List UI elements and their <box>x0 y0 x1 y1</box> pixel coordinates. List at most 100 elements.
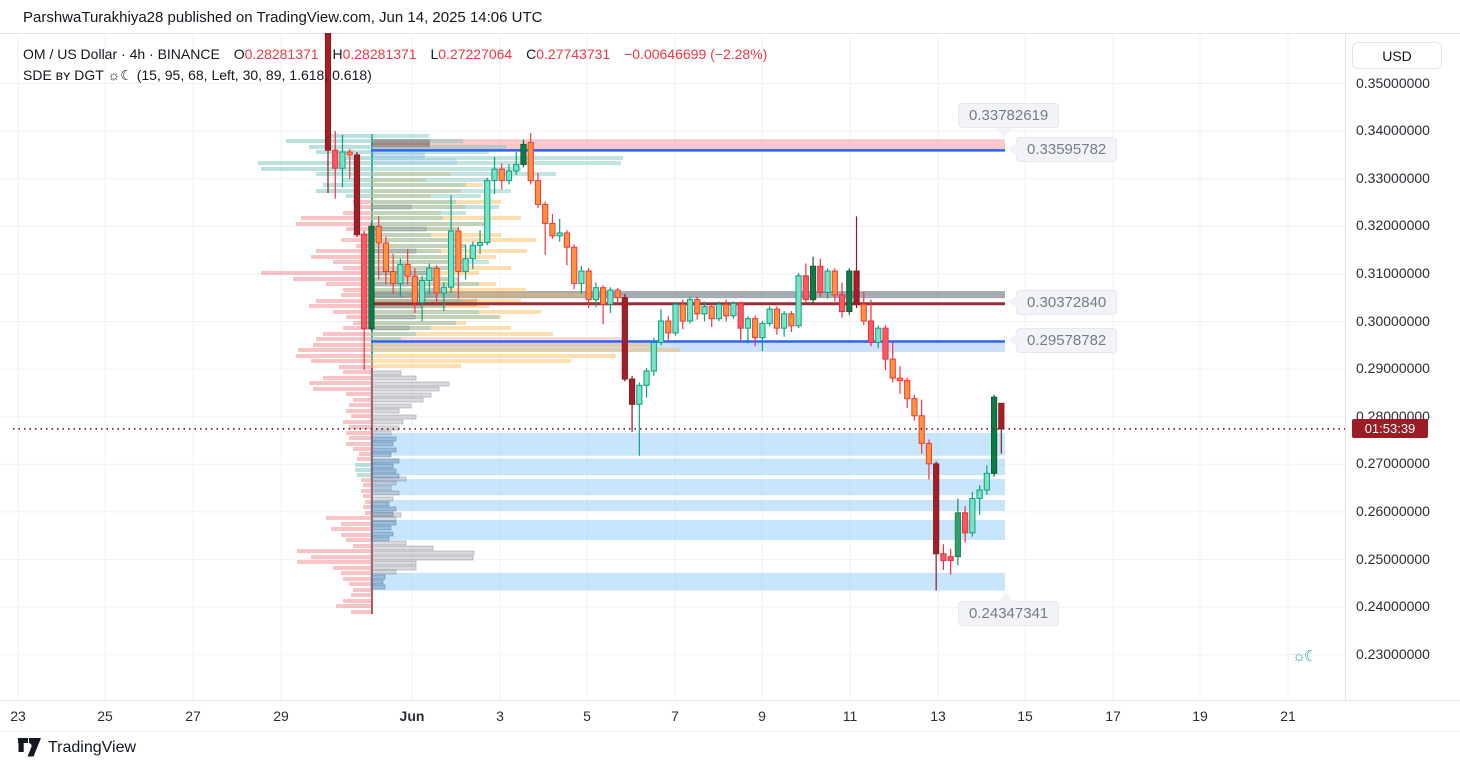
candle-body <box>455 230 462 273</box>
candle-body <box>404 263 411 277</box>
volume-bar-gray <box>370 425 400 431</box>
tradingview-logo[interactable]: TradingView <box>18 738 136 757</box>
volume-bar-teal <box>371 200 456 204</box>
time-axis-label[interactable]: 21 <box>1280 708 1296 724</box>
price-tag[interactable]: 0.30372840 <box>1016 290 1118 315</box>
candle-body <box>976 489 983 500</box>
price-axis-label[interactable]: 0.23000000 <box>1356 645 1430 662</box>
candle-body <box>346 151 353 156</box>
volume-bar-teal <box>371 266 456 270</box>
volume-bar-teal <box>371 310 479 314</box>
price-tag[interactable]: 0.24347341 <box>958 601 1060 626</box>
candle-body <box>694 299 701 315</box>
time-axis-bottom-border <box>0 731 1460 732</box>
candle-body <box>962 512 969 534</box>
candle-body <box>925 442 933 465</box>
price-axis-label[interactable]: 0.32000000 <box>1356 217 1430 234</box>
chart-pane[interactable] <box>0 33 1345 700</box>
volume-bar-pink-left <box>365 500 371 504</box>
low-value: 0.27227064 <box>438 46 513 62</box>
volume-bar-orange <box>371 304 489 308</box>
time-axis-label[interactable]: 15 <box>1017 708 1033 724</box>
volume-bar-pink-left <box>349 436 371 440</box>
gray-zone <box>371 291 1005 299</box>
volume-bar-teal <box>371 161 621 165</box>
time-axis-label[interactable]: 3 <box>496 708 504 724</box>
time-axis-label[interactable]: 9 <box>758 708 766 724</box>
price-axis-label[interactable]: 0.27000000 <box>1356 455 1430 472</box>
price-tag[interactable]: 0.33595782 <box>1016 137 1118 162</box>
candle-body <box>498 168 505 182</box>
symbol-legend[interactable]: OM / US Dollar · 4h · BINANCE O0.2828137… <box>23 46 767 62</box>
volume-bar-orange <box>371 282 496 286</box>
volume-bar-pink-left <box>353 398 371 402</box>
candle-body <box>426 267 433 282</box>
price-axis-label[interactable]: 0.26000000 <box>1356 502 1430 519</box>
time-axis-label[interactable]: 17 <box>1105 708 1121 724</box>
price-axis-label[interactable]: 0.33000000 <box>1356 169 1430 186</box>
candle-body <box>549 222 556 237</box>
volume-bar-pink-left <box>333 310 371 314</box>
volume-bar-slate <box>370 501 390 507</box>
time-axis-label[interactable]: 11 <box>842 708 858 724</box>
volume-bar-pink-left <box>343 326 371 330</box>
time-axis-separator <box>0 700 1460 701</box>
publish-title: ParshwaTurakhiya28 published on TradingV… <box>23 9 543 26</box>
price-tag-arrow <box>998 592 1014 602</box>
price-axis-label[interactable]: 0.34000000 <box>1356 122 1430 139</box>
volume-bar-teal <box>371 233 431 237</box>
time-axis-label[interactable]: 13 <box>930 708 946 724</box>
candle-body <box>636 384 643 405</box>
volume-bar-orange <box>371 172 451 176</box>
volume-bar-pink-left <box>341 533 371 537</box>
volume-bar-pink-left <box>339 365 371 369</box>
volume-bar-orange <box>371 293 585 297</box>
volume-bar-teal <box>371 332 416 336</box>
volume-bar-teal-left <box>258 161 371 165</box>
volume-bar-pink-left <box>341 293 371 297</box>
price-axis-label[interactable]: 0.35000000 <box>1356 74 1430 91</box>
price-axis-label[interactable]: 0.31000000 <box>1356 264 1430 281</box>
high-label: H <box>332 46 343 62</box>
candle-body <box>983 472 990 491</box>
indicator-title[interactable]: SDE ʙʏ DGT ☼☾ (15, 95, 68, Left, 30, 89,… <box>23 67 372 83</box>
sun-moon-icon: ☼☾ <box>1292 648 1317 665</box>
volume-bar-pink-left <box>311 255 371 259</box>
time-axis-label[interactable]: 5 <box>583 708 591 724</box>
volume-bar-pink-left <box>343 577 371 581</box>
price-axis-label[interactable]: 0.24000000 <box>1356 598 1430 615</box>
volume-bar-pink-left <box>326 516 371 520</box>
candle-body <box>382 242 390 273</box>
volume-bar-pink-left <box>359 205 371 209</box>
time-axis-label[interactable]: 19 <box>1192 708 1208 724</box>
indicator-legend[interactable]: SDE ʙʏ DGT ☼☾ (15, 95, 68, Left, 30, 89,… <box>23 67 372 84</box>
time-axis-label[interactable]: 25 <box>97 708 113 724</box>
price-tag[interactable]: 0.33782619 <box>958 103 1060 128</box>
volume-bar-slate <box>370 584 386 590</box>
volume-bar-slate <box>370 441 394 447</box>
demand-zone-2 <box>371 458 1005 476</box>
volume-bar-slate <box>370 458 400 464</box>
price-tag[interactable]: 0.29578782 <box>1016 328 1118 353</box>
open-value: 0.28281371 <box>244 46 319 62</box>
time-axis-label[interactable]: 29 <box>273 708 289 724</box>
candle-body <box>831 270 838 296</box>
volume-bar-pink-left <box>316 249 371 253</box>
volume-bar-teal-left <box>355 463 371 467</box>
time-axis-label[interactable]: Jun <box>399 708 425 724</box>
candle-body <box>469 244 476 260</box>
time-axis-label[interactable]: 27 <box>185 708 201 724</box>
price-axis-label[interactable]: 0.25000000 <box>1356 550 1430 567</box>
time-axis-label[interactable]: 23 <box>10 708 26 724</box>
symbol-title[interactable]: OM / US Dollar · 4h · BINANCE <box>23 46 220 62</box>
currency-button[interactable]: USD <box>1352 42 1442 69</box>
volume-bar-gray <box>370 540 407 546</box>
time-axis-label[interactable]: 7 <box>671 708 679 724</box>
volume-bar-gray <box>370 565 417 571</box>
candle-body <box>484 180 491 243</box>
volume-bar-slate <box>370 506 397 512</box>
price-axis-label[interactable]: 0.29000000 <box>1356 360 1430 377</box>
price-axis-label[interactable]: 0.30000000 <box>1356 312 1430 329</box>
support-zone-1 <box>371 342 1005 352</box>
